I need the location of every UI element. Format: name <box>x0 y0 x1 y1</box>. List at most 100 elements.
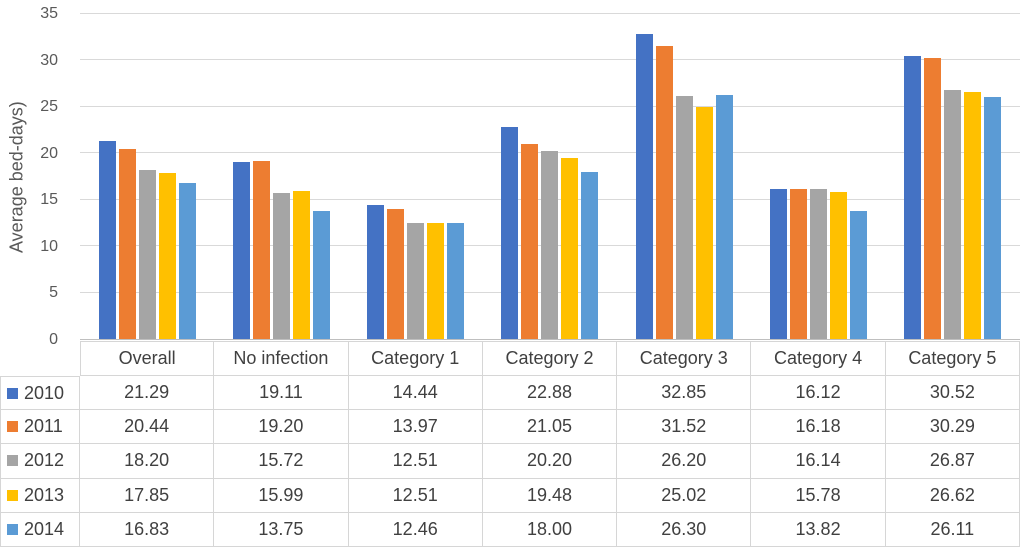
bar <box>387 209 405 339</box>
table-cell: 19.11 <box>214 376 349 411</box>
table-cell: 19.48 <box>482 478 618 513</box>
bar <box>98 141 116 339</box>
bar <box>447 223 465 339</box>
table-corner-cell <box>0 341 80 376</box>
bar <box>675 95 693 339</box>
legend-swatch <box>7 489 18 501</box>
bar <box>695 106 713 339</box>
table-cell: 22.88 <box>482 376 618 411</box>
table-cell: 16.12 <box>751 376 886 411</box>
bar <box>561 158 579 339</box>
bar <box>790 188 808 339</box>
bar-group <box>483 14 617 339</box>
table-cell: 15.99 <box>214 478 349 513</box>
table-cell: 13.97 <box>348 410 483 445</box>
table-cell: 25.02 <box>617 478 752 513</box>
table-cell: 21.05 <box>482 410 618 445</box>
bar <box>118 149 136 339</box>
table-cell: 19.20 <box>214 410 349 445</box>
bar <box>904 55 922 339</box>
bar <box>541 151 559 339</box>
bar <box>232 161 250 339</box>
table-cell: 17.85 <box>80 478 215 513</box>
bar <box>158 173 176 339</box>
legend-key-cell: 2014 <box>0 512 80 547</box>
legend-swatch <box>7 387 18 399</box>
table-cell: 26.11 <box>885 512 1020 547</box>
gridline <box>80 105 1020 107</box>
gridline <box>80 59 1020 61</box>
legend-key-cell: 2012 <box>0 444 80 479</box>
gridline <box>80 13 1020 14</box>
table-cell: 12.51 <box>348 444 483 479</box>
bar-group <box>617 14 751 339</box>
table-cell: 32.85 <box>617 376 752 411</box>
bar <box>655 46 673 339</box>
table-header-cell: Category 3 <box>617 341 752 376</box>
table-cell: 30.29 <box>885 410 1020 445</box>
bar <box>501 126 519 339</box>
y-tick-label: 20 <box>40 144 58 162</box>
table-cell: 14.44 <box>348 376 483 411</box>
y-tick-label: 15 <box>40 191 58 209</box>
bar-group <box>349 14 483 339</box>
bar <box>138 170 156 339</box>
legend-swatch <box>7 421 18 433</box>
bar <box>312 211 330 339</box>
y-tick-label: 30 <box>40 51 58 69</box>
bar-group <box>214 14 348 339</box>
y-tick-label: 5 <box>49 284 58 302</box>
table-cell: 31.52 <box>617 410 752 445</box>
table-cell: 20.20 <box>482 444 618 479</box>
table-cell: 12.46 <box>348 512 483 547</box>
table-cell: 26.20 <box>617 444 752 479</box>
bar <box>944 89 962 339</box>
y-tick-label: 0 <box>49 331 58 348</box>
table-header-cell: Overall <box>80 341 215 376</box>
chart-area: Average bed-days) 0 5 10 15 20 25 30 35 <box>7 5 1020 348</box>
table-header-cell: Category 1 <box>348 341 483 376</box>
bar-group <box>886 14 1020 339</box>
legend-key-label: 2012 <box>24 450 65 471</box>
bar <box>252 160 270 339</box>
table-cell: 30.52 <box>885 376 1020 411</box>
table-header-cell: No infection <box>214 341 349 376</box>
bar <box>292 190 310 339</box>
bar <box>770 189 788 339</box>
bar-group <box>80 14 214 339</box>
table-cell: 16.18 <box>751 410 886 445</box>
bar <box>272 193 290 339</box>
bar <box>407 222 425 339</box>
bar <box>427 222 445 339</box>
legend-swatch <box>7 523 18 535</box>
table-header-cell: Category 4 <box>751 341 886 376</box>
bar <box>984 96 1002 339</box>
table-cell: 18.20 <box>80 444 215 479</box>
table-cell: 15.72 <box>214 444 349 479</box>
plot-area <box>80 13 1020 340</box>
legend-key-label: 2014 <box>24 518 65 539</box>
y-tick-label: 35 <box>40 5 58 22</box>
bar <box>521 143 539 339</box>
table-header-cell: Category 2 <box>482 341 618 376</box>
table-cell: 13.75 <box>214 512 349 547</box>
table-cell: 16.14 <box>751 444 886 479</box>
bar <box>178 182 196 339</box>
legend-key-label: 2013 <box>24 484 65 505</box>
table-cell: 13.82 <box>751 512 886 547</box>
table-cell: 26.30 <box>617 512 752 547</box>
y-tick-label: 10 <box>40 237 58 255</box>
bar <box>715 94 733 339</box>
table-cell: 15.78 <box>751 478 886 513</box>
legend-key-label: 2011 <box>24 416 63 437</box>
bar-groups <box>80 14 1020 339</box>
bar <box>581 171 599 339</box>
table-cell: 26.87 <box>885 444 1020 479</box>
bar <box>850 210 868 339</box>
table-cell: 18.00 <box>482 512 618 547</box>
bar <box>830 192 848 339</box>
bar-group <box>751 14 885 339</box>
bar <box>924 57 942 339</box>
